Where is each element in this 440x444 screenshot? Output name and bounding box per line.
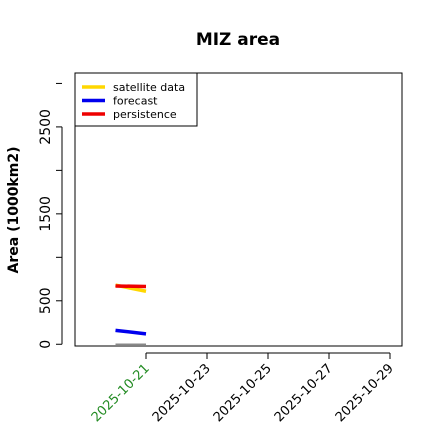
y-tick-label: 500	[38, 287, 54, 314]
series-line-forecast	[116, 330, 147, 333]
y-tick-label: 0	[38, 340, 54, 349]
legend-label: forecast	[113, 95, 158, 108]
x-tick-label: 2025-10-27	[272, 361, 336, 425]
chart-title: MIZ area	[196, 30, 280, 50]
series-layer	[116, 285, 147, 344]
y-tick-label: 1500	[38, 196, 54, 232]
legend-label: satellite data	[113, 81, 185, 94]
x-axis: 2025-10-212025-10-232025-10-252025-10-27…	[89, 353, 397, 425]
x-tick-label: 2025-10-23	[150, 361, 214, 425]
x-tick-label: 2025-10-25	[211, 361, 275, 425]
y-axis-label: Area (1000km2)	[6, 147, 22, 274]
y-tick-label: 2500	[38, 109, 54, 145]
x-tick-label: 2025-10-21	[89, 361, 153, 425]
legend-label: persistence	[113, 108, 177, 121]
x-tick-label: 2025-10-29	[333, 361, 397, 425]
y-axis: 0 500 1500 2500	[38, 83, 62, 348]
